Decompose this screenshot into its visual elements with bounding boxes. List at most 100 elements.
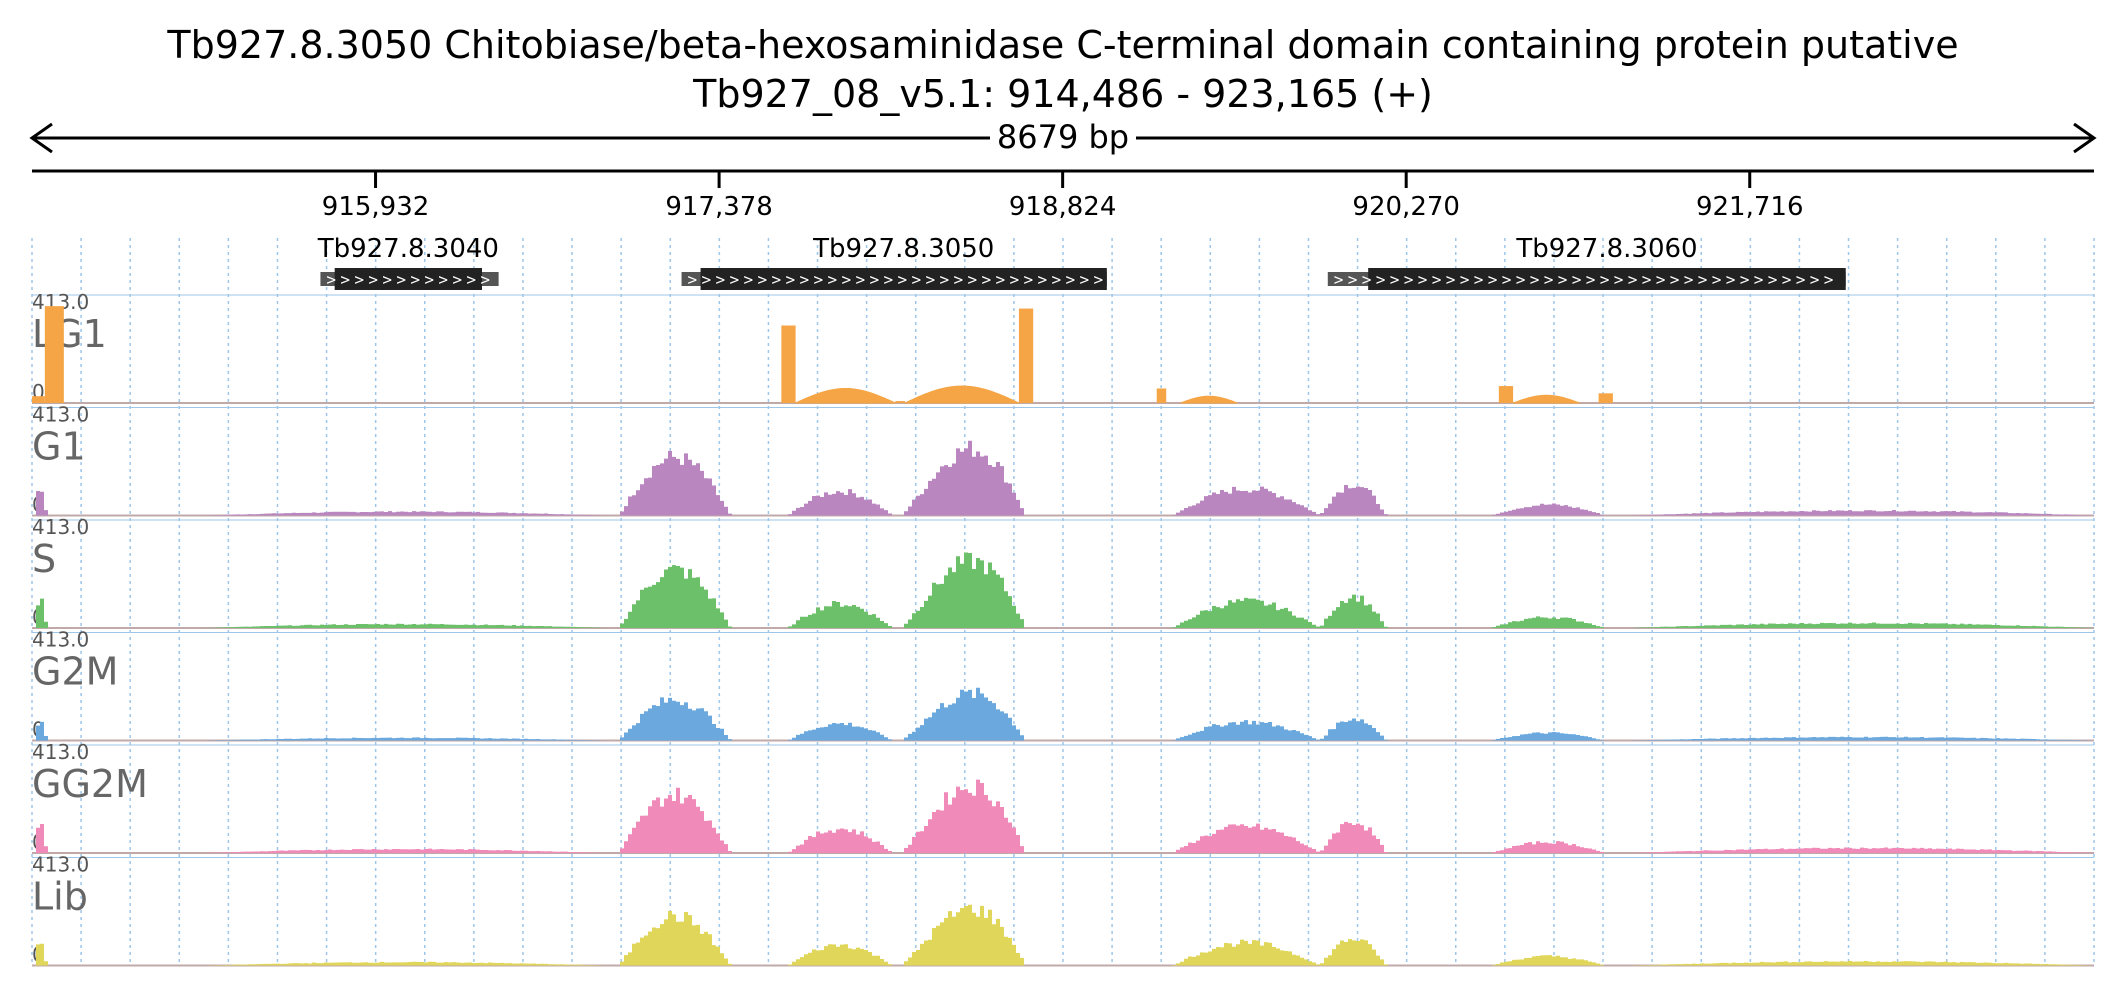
gene-label: Tb927.8.3050 [812, 234, 994, 264]
strand-chevron: > [758, 270, 768, 289]
strand-chevron: > [1516, 270, 1526, 289]
strand-chevron: > [1586, 270, 1596, 289]
strand-chevron: > [1824, 270, 1834, 289]
gene-label: Tb927.8.3040 [317, 234, 499, 264]
track-ymax-label: 413.0 [32, 403, 89, 427]
track-ymax-label: 413.0 [32, 628, 89, 652]
strand-chevron: > [1348, 270, 1358, 289]
track-name-label: GG2M [32, 762, 148, 806]
strand-chevron: > [340, 270, 350, 289]
strand-chevron: > [954, 270, 964, 289]
coverage-area [32, 440, 2096, 516]
strand-chevron: > [800, 270, 810, 289]
strand-chevron: > [912, 270, 922, 289]
track-lib: 413.00Lib [32, 853, 2096, 967]
strand-chevron: > [1404, 270, 1414, 289]
strand-chevron: > [1390, 270, 1400, 289]
strand-chevron: > [1614, 270, 1624, 289]
track-s: 413.00S [32, 515, 2096, 629]
strand-chevron: > [1460, 270, 1470, 289]
coverage-bar [1018, 308, 1034, 403]
strand-chevron: > [1038, 270, 1048, 289]
strand-chevron: > [1334, 270, 1344, 289]
strand-chevron: > [1698, 270, 1708, 289]
strand-chevron: > [884, 270, 894, 289]
chart-title: Tb927.8.3050 Chitobiase/beta-hexosaminid… [166, 23, 1958, 67]
strand-chevron: > [1474, 270, 1484, 289]
strand-chevron: > [1656, 270, 1666, 289]
track-g1: 413.00G1 [32, 403, 2096, 517]
coverage-area [1512, 394, 1580, 404]
span-arrow-right-head [2073, 122, 2097, 154]
coverage-area [32, 904, 2096, 966]
strand-chevron: > [1670, 270, 1680, 289]
strand-chevron: > [354, 270, 364, 289]
span-arrow: 8679 bp [29, 118, 2097, 156]
strand-chevron: > [828, 270, 838, 289]
strand-chevron: > [730, 270, 740, 289]
coverage-area [32, 779, 2096, 853]
strand-chevron: > [1094, 270, 1104, 289]
track-name-label: Lib [32, 875, 88, 919]
coverage-tracks: 413.00LG1413.00G1413.00S413.00G2M413.00G… [32, 290, 2096, 967]
strand-chevron: > [1080, 270, 1090, 289]
span-label: 8679 bp [997, 118, 1129, 156]
gene-label: Tb927.8.3060 [1515, 234, 1697, 264]
strand-chevron: > [452, 270, 462, 289]
ruler-tick-label: 917,378 [665, 192, 773, 222]
strand-chevron: > [1530, 270, 1540, 289]
strand-chevron: > [814, 270, 824, 289]
gene-cds [700, 268, 1107, 290]
strand-chevron: > [1362, 270, 1372, 289]
strand-chevron: > [1558, 270, 1568, 289]
strand-chevron: > [1376, 270, 1386, 289]
strand-chevron: > [772, 270, 782, 289]
strand-chevron: > [1544, 270, 1554, 289]
strand-chevron: > [396, 270, 406, 289]
chart-subtitle: Tb927_08_v5.1: 914,486 - 923,165 (+) [692, 72, 1433, 116]
strand-chevron: > [410, 270, 420, 289]
track-name-label: LG1 [32, 312, 107, 356]
strand-chevron: > [1642, 270, 1652, 289]
ruler-tick-label: 915,932 [322, 192, 430, 222]
strand-chevron: > [1066, 270, 1076, 289]
coverage-area [32, 552, 2096, 628]
strand-chevron: > [1768, 270, 1778, 289]
ruler-tick-label: 920,270 [1352, 192, 1460, 222]
strand-chevron: > [1010, 270, 1020, 289]
strand-chevron: > [1740, 270, 1750, 289]
track-gg2m: 413.00GG2M [32, 740, 2096, 854]
strand-chevron: > [368, 270, 378, 289]
strand-chevron: > [1572, 270, 1582, 289]
track-ymax-label: 413.0 [32, 853, 89, 877]
strand-chevron: > [926, 270, 936, 289]
strand-chevron: > [786, 270, 796, 289]
coverage-area [32, 687, 2096, 741]
strand-chevron: > [1052, 270, 1062, 289]
coverage-bar [895, 401, 905, 403]
strand-chevron: > [1796, 270, 1806, 289]
strand-chevron: > [1600, 270, 1610, 289]
coverage-bar [1598, 393, 1613, 403]
strand-chevron: > [1754, 270, 1764, 289]
strand-chevron: > [1628, 270, 1638, 289]
ruler-tick-label: 921,716 [1696, 192, 1804, 222]
strand-chevron: > [438, 270, 448, 289]
ruler-tick-label: 918,824 [1009, 192, 1117, 222]
strand-chevron: > [996, 270, 1006, 289]
track-name-label: G2M [32, 650, 118, 694]
strand-chevron: > [716, 270, 726, 289]
strand-chevron: > [968, 270, 978, 289]
strand-chevron: > [1418, 270, 1428, 289]
gene-track: > > > > > > > > > > > >Tb927.8.3040> > > > > > > > > > > > > > > >… [317, 234, 1846, 290]
coverage-area [904, 385, 1020, 404]
track-name-label: S [32, 537, 56, 581]
strand-chevron: > [1488, 270, 1498, 289]
coverage-bar [1156, 388, 1167, 403]
gene-cds [334, 268, 482, 290]
strand-chevron: > [1024, 270, 1034, 289]
strand-chevron: > [870, 270, 880, 289]
strand-chevron: > [856, 270, 866, 289]
